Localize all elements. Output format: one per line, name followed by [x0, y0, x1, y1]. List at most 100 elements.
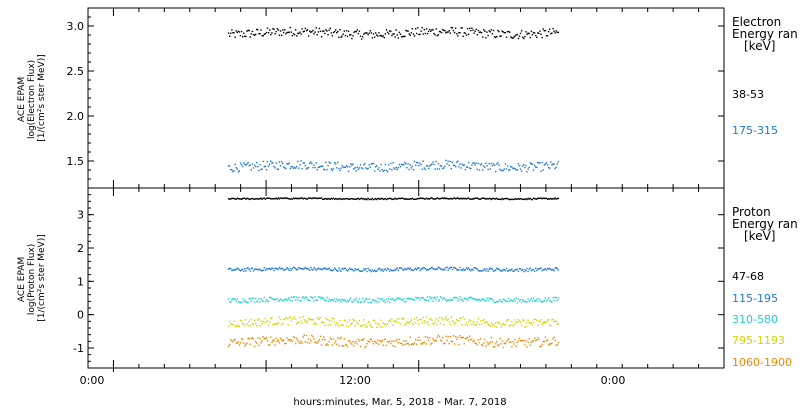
data-point-310-580: [531, 300, 534, 302]
data-point-47-68: [492, 197, 495, 200]
data-point-310-580: [408, 298, 410, 300]
data-point-795-1193: [347, 325, 350, 328]
data-point-310-580: [347, 300, 350, 302]
data-point-38-53: [291, 35, 294, 37]
data-point-115-195: [483, 269, 485, 271]
data-point-38-53: [539, 30, 541, 32]
data-point-310-580: [336, 298, 338, 300]
data-point-795-1193: [349, 319, 351, 321]
data-point-1060-1900: [358, 340, 361, 342]
data-point-47-68: [366, 198, 368, 201]
data-point-47-68: [448, 198, 450, 200]
data-point-115-195: [235, 268, 237, 271]
data-point-47-68: [539, 197, 541, 199]
data-point-38-53: [302, 31, 304, 33]
data-point-1060-1900: [491, 341, 494, 343]
data-point-47-68: [274, 198, 276, 200]
data-point-47-68: [496, 197, 498, 199]
data-point-115-195: [527, 270, 529, 273]
data-point-38-53: [392, 33, 394, 35]
data-point-47-68: [244, 197, 246, 199]
data-point-47-68: [420, 197, 422, 199]
data-point-38-53: [517, 37, 520, 40]
data-point-795-1193: [440, 317, 443, 319]
data-point-310-580: [391, 298, 393, 301]
data-point-47-68: [453, 197, 456, 199]
data-point-795-1193: [499, 323, 501, 325]
data-point-47-68: [519, 198, 522, 200]
data-point-175-315: [515, 169, 517, 171]
data-point-38-53: [477, 29, 480, 32]
data-point-38-53: [358, 30, 361, 32]
data-point-1060-1900: [284, 342, 286, 345]
data-point-310-580: [443, 297, 445, 299]
data-point-1060-1900: [500, 343, 502, 345]
data-point-310-580: [280, 299, 283, 301]
data-point-47-68: [514, 198, 516, 200]
data-point-310-580: [557, 297, 560, 299]
data-point-795-1193: [297, 321, 299, 323]
data-point-175-315: [499, 168, 501, 170]
data-point-795-1193: [497, 321, 499, 324]
data-point-115-195: [299, 267, 301, 269]
data-point-310-580: [317, 296, 320, 298]
data-point-310-580: [535, 300, 537, 302]
data-point-1060-1900: [267, 344, 270, 346]
data-point-47-68: [354, 198, 356, 200]
data-point-115-195: [243, 270, 245, 272]
data-point-115-195: [345, 269, 348, 271]
data-point-175-315: [386, 171, 389, 173]
data-point-795-1193: [436, 323, 438, 325]
data-point-1060-1900: [408, 344, 410, 346]
data-point-175-315: [265, 169, 268, 171]
data-point-115-195: [415, 267, 417, 270]
data-point-38-53: [371, 37, 374, 39]
data-point-1060-1900: [285, 342, 287, 345]
data-point-795-1193: [540, 319, 542, 321]
data-point-1060-1900: [549, 343, 551, 345]
data-point-115-195: [541, 269, 543, 272]
data-point-175-315: [282, 162, 284, 165]
data-point-47-68: [422, 197, 424, 199]
data-point-175-315: [492, 163, 495, 165]
data-point-1060-1900: [315, 341, 317, 344]
data-point-1060-1900: [247, 337, 249, 340]
data-point-1060-1900: [469, 335, 471, 337]
data-point-47-68: [456, 197, 458, 200]
data-point-115-195: [402, 268, 404, 271]
data-point-795-1193: [238, 325, 241, 327]
data-point-38-53: [287, 31, 289, 34]
data-point-175-315: [440, 165, 443, 167]
data-point-1060-1900: [262, 336, 264, 338]
data-point-795-1193: [467, 320, 470, 323]
data-point-175-315: [405, 163, 407, 165]
data-point-38-53: [390, 30, 392, 32]
data-point-1060-1900: [379, 340, 381, 342]
data-point-47-68: [457, 197, 459, 199]
data-point-310-580: [325, 299, 327, 302]
data-point-115-195: [436, 268, 438, 270]
data-point-310-580: [502, 298, 504, 300]
data-point-115-195: [295, 268, 297, 270]
data-point-1060-1900: [368, 341, 370, 343]
data-point-115-195: [418, 267, 420, 269]
data-point-795-1193: [275, 323, 277, 325]
data-point-1060-1900: [397, 342, 400, 344]
data-point-38-53: [456, 33, 458, 35]
data-point-38-53: [386, 31, 389, 33]
data-point-38-53: [529, 37, 531, 39]
data-point-38-53: [457, 35, 459, 37]
data-point-310-580: [476, 298, 478, 301]
data-point-1060-1900: [539, 345, 541, 347]
data-point-115-195: [461, 269, 463, 272]
data-point-310-580: [436, 296, 438, 298]
data-point-115-195: [234, 268, 236, 271]
data-point-1060-1900: [313, 338, 315, 340]
data-point-175-315: [244, 163, 246, 166]
data-point-38-53: [377, 35, 379, 37]
data-point-1060-1900: [381, 340, 383, 342]
data-point-38-53: [514, 35, 516, 37]
data-point-1060-1900: [350, 342, 352, 344]
data-point-1060-1900: [237, 341, 240, 343]
data-point-795-1193: [469, 319, 471, 321]
